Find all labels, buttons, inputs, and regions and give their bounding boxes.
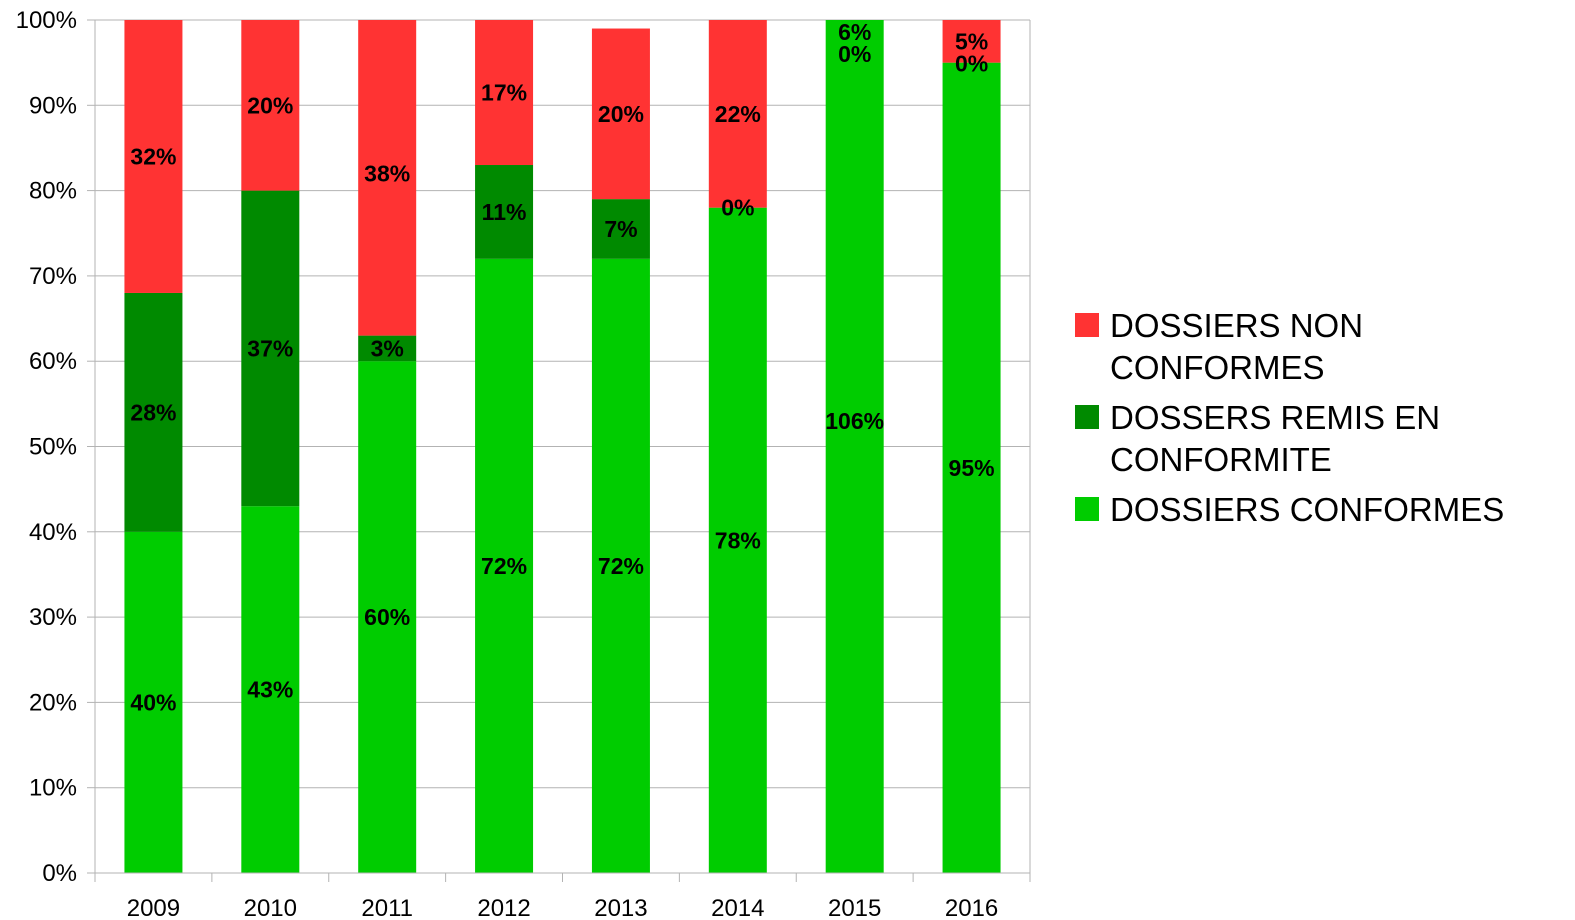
data-label: 28%: [130, 399, 176, 425]
data-label: 60%: [364, 604, 410, 630]
legend-label: DOSSIERS CONFORMES: [1110, 491, 1504, 528]
bar-segment: [358, 335, 417, 362]
x-tick-label: 2013: [594, 895, 647, 920]
data-label: 37%: [247, 335, 293, 361]
bar-segment: [942, 20, 1001, 63]
y-tick-label: 30%: [29, 604, 77, 631]
legend-label: CONFORMITE: [1110, 441, 1332, 478]
bar-segment: [475, 165, 534, 259]
bar-segment: [591, 258, 650, 874]
x-tick-label: 2011: [361, 895, 413, 920]
x-tick-label: 2015: [828, 895, 881, 920]
data-label: 72%: [598, 553, 644, 579]
legend-swatch: [1075, 313, 1099, 337]
bar-segment: [124, 20, 183, 293]
y-tick-label: 70%: [29, 263, 77, 290]
data-label: 5%: [955, 28, 988, 54]
data-label: 78%: [715, 527, 761, 553]
axes: [87, 19, 1031, 882]
legend: DOSSIERS NON CONFORMES DOSSERS REMIS EN CON…: [1075, 307, 1504, 528]
bar-segment: [591, 28, 650, 200]
data-label: 40%: [130, 689, 176, 715]
data-label: 106%: [825, 408, 884, 434]
x-tick-label: 2014: [711, 895, 764, 920]
data-label: 0%: [955, 50, 988, 76]
data-label: 0%: [838, 41, 871, 67]
legend-label: DOSSERS REMIS EN: [1110, 399, 1440, 436]
data-label: 7%: [604, 216, 637, 242]
data-label: 20%: [598, 101, 644, 127]
legend-swatch: [1075, 405, 1099, 429]
bar-segment: [241, 20, 300, 191]
bar-segment: [124, 531, 183, 873]
bars: [124, 20, 1001, 874]
data-label: 17%: [481, 80, 527, 106]
x-tick-label: 2010: [244, 895, 297, 920]
bar-segment: [358, 361, 417, 873]
bar-segment: [241, 506, 300, 873]
legend-swatch: [1075, 497, 1099, 521]
y-tick-label: 40%: [29, 519, 77, 546]
x-tick-label: 2009: [127, 895, 180, 920]
bar-segment: [358, 20, 417, 336]
data-label: 95%: [949, 455, 995, 481]
y-axis-tick-labels: 0% 10% 20% 30% 40% 50% 60% 70% 80% 90% 100%: [16, 7, 77, 887]
legend-label: CONFORMES: [1110, 349, 1325, 386]
data-label: 20%: [247, 92, 293, 118]
bar-segment: [942, 62, 1001, 873]
data-label: 72%: [481, 553, 527, 579]
y-tick-label: 60%: [29, 348, 77, 375]
data-label: 0%: [721, 195, 754, 221]
data-label: 11%: [482, 199, 527, 225]
bar-segment: [475, 20, 534, 166]
data-labels: 40% 28% 32% 43% 37% 20% 60% 3% 38% 72% 11% 17% 72% 7%…: [130, 19, 994, 715]
data-label: 32%: [130, 143, 176, 169]
bar-segment: [825, 20, 884, 873]
data-label: 3%: [371, 335, 404, 361]
bar-segment: [708, 207, 767, 873]
y-tick-label: 50%: [29, 434, 77, 461]
y-tick-label: 100%: [16, 7, 77, 34]
legend-label: DOSSIERS NON: [1110, 307, 1363, 344]
data-label: 43%: [247, 677, 293, 703]
x-tick-label: 2012: [477, 895, 530, 920]
bar-segment: [241, 190, 300, 507]
y-tick-label: 10%: [29, 775, 77, 802]
x-axis-tick-labels: 2009 2010 2011 2012 2013 2014 2015 2016: [127, 895, 999, 920]
y-tick-label: 90%: [29, 92, 77, 119]
bar-segment: [708, 20, 767, 208]
bar-segment: [475, 258, 534, 874]
data-label: 38%: [364, 161, 410, 187]
y-tick-label: 20%: [29, 689, 77, 716]
y-tick-label: 80%: [29, 178, 77, 205]
bar-segment: [124, 292, 183, 532]
x-tick-label: 2016: [945, 895, 998, 920]
gridlines: [95, 19, 1030, 874]
data-label: 22%: [715, 101, 761, 127]
data-label: 6%: [838, 19, 871, 45]
bar-segment: [591, 199, 650, 259]
y-tick-label: 0%: [42, 860, 77, 887]
